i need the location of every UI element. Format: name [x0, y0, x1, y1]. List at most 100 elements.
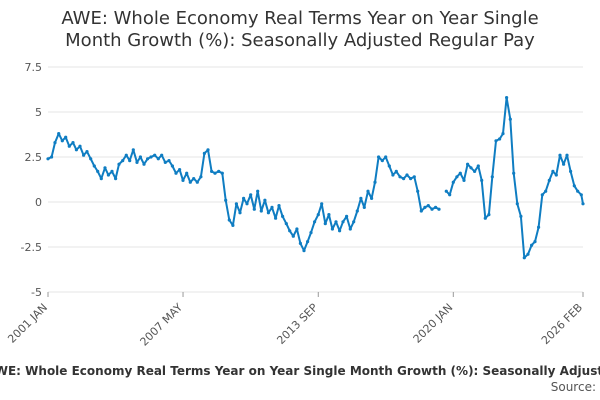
- data-point: [291, 234, 295, 238]
- data-point: [345, 214, 349, 218]
- x-tick-label: 2007 MAY: [138, 301, 186, 349]
- data-point: [309, 231, 313, 235]
- data-point: [274, 216, 278, 220]
- data-point: [519, 214, 523, 218]
- data-point: [562, 162, 566, 166]
- data-point: [320, 202, 324, 206]
- data-point: [323, 222, 327, 226]
- data-point: [462, 178, 466, 182]
- data-point: [405, 173, 409, 177]
- data-point: [192, 177, 196, 181]
- data-point: [451, 180, 455, 184]
- data-point: [178, 168, 182, 172]
- data-point: [398, 175, 402, 179]
- data-point: [57, 132, 61, 136]
- data-point: [480, 178, 484, 182]
- data-point: [455, 175, 459, 179]
- data-point: [128, 159, 132, 163]
- data-point: [412, 175, 416, 179]
- data-point: [515, 202, 519, 206]
- data-point: [348, 227, 352, 231]
- data-point: [217, 169, 221, 173]
- data-point: [581, 202, 585, 206]
- data-point: [298, 241, 302, 245]
- data-point: [352, 220, 356, 224]
- data-point: [170, 164, 174, 168]
- data-point: [409, 177, 413, 181]
- data-point: [71, 141, 75, 145]
- series-lines: [47, 96, 584, 259]
- data-point: [266, 211, 270, 215]
- data-point: [522, 256, 526, 260]
- data-point: [92, 164, 96, 168]
- data-point: [512, 171, 516, 175]
- legend[interactable]: AWE: Whole Economy Real Terms Year on Ye…: [0, 364, 600, 382]
- data-point: [416, 189, 420, 193]
- data-point: [206, 148, 210, 152]
- data-point: [419, 209, 423, 213]
- data-point: [210, 169, 214, 173]
- data-point: [46, 157, 50, 161]
- data-point: [252, 207, 256, 211]
- data-point: [224, 198, 228, 202]
- data-point: [313, 220, 317, 224]
- chart-title-line-2: Month Growth (%): Seasonally Adjusted Re…: [65, 30, 535, 51]
- data-point: [426, 204, 430, 208]
- data-point: [138, 155, 142, 159]
- data-point: [306, 240, 310, 244]
- data-point: [89, 157, 93, 161]
- x-tick-label: 2026 FEB: [539, 301, 585, 347]
- y-tick-label: 5: [35, 106, 42, 119]
- data-point: [579, 193, 583, 197]
- y-tick-label: 2.5: [25, 151, 43, 164]
- data-point: [434, 205, 438, 209]
- data-point: [430, 207, 434, 211]
- data-point: [185, 171, 189, 175]
- source-label: Source:: [550, 380, 596, 394]
- data-point: [64, 135, 68, 139]
- data-point: [50, 155, 54, 159]
- data-point: [377, 155, 381, 159]
- data-point: [160, 153, 164, 157]
- gridlines: [48, 66, 583, 293]
- data-point: [444, 189, 448, 193]
- data-point: [437, 207, 441, 211]
- data-point: [188, 180, 192, 184]
- data-point: [227, 218, 231, 222]
- chart-title-line-1: AWE: Whole Economy Real Terms Year on Ye…: [61, 8, 539, 29]
- data-point: [231, 223, 235, 227]
- data-point: [153, 153, 157, 157]
- data-point: [149, 155, 153, 159]
- data-point: [53, 141, 57, 145]
- data-point: [466, 162, 470, 166]
- series-line: [47, 132, 440, 252]
- data-point: [391, 173, 395, 177]
- data-point: [199, 175, 203, 179]
- data-point: [106, 173, 110, 177]
- data-point: [494, 139, 498, 143]
- x-tick-label: 2001 JAN: [5, 301, 50, 346]
- data-point: [526, 252, 530, 256]
- data-point: [355, 209, 359, 213]
- data-point: [373, 180, 377, 184]
- data-point: [78, 144, 82, 148]
- data-point: [490, 175, 494, 179]
- data-point: [537, 225, 541, 229]
- data-point: [341, 220, 345, 224]
- data-point: [547, 178, 551, 182]
- data-point: [117, 162, 121, 166]
- data-point: [60, 139, 64, 143]
- data-point: [67, 144, 71, 148]
- data-point: [295, 227, 299, 231]
- y-axis-ticks: 7.5 5 2.5 0 -2.5 -5: [21, 61, 42, 299]
- data-point: [551, 169, 555, 173]
- data-point: [380, 159, 384, 163]
- data-point: [359, 196, 363, 200]
- data-point: [423, 205, 427, 209]
- data-point: [362, 205, 366, 209]
- legend-item-label[interactable]: AWE: Whole Economy Real Terms Year on Ye…: [0, 364, 600, 378]
- data-point: [259, 209, 263, 213]
- data-point: [558, 153, 562, 157]
- data-point: [202, 151, 206, 155]
